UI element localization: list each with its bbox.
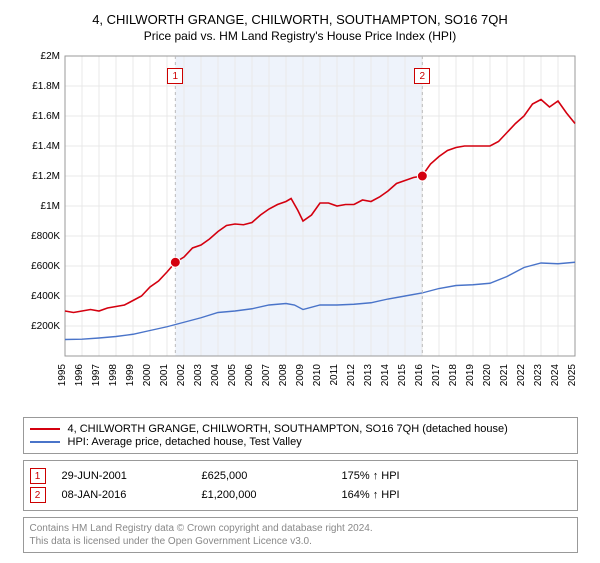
svg-text:2017: 2017 [431, 364, 442, 387]
svg-text:2000: 2000 [142, 364, 153, 387]
svg-text:2004: 2004 [210, 364, 221, 387]
legend-swatch [30, 428, 60, 430]
transaction-date: 29-JUN-2001 [62, 470, 202, 482]
legend-label: 4, CHILWORTH GRANGE, CHILWORTH, SOUTHAMP… [68, 423, 508, 435]
svg-text:2023: 2023 [533, 364, 544, 387]
marker-badge: 2 [30, 487, 46, 503]
svg-text:2021: 2021 [499, 364, 510, 387]
transaction-date: 08-JAN-2016 [62, 489, 202, 501]
svg-text:1998: 1998 [108, 364, 119, 387]
svg-text:£1.8M: £1.8M [32, 81, 60, 92]
svg-text:2014: 2014 [380, 364, 391, 387]
transaction-price: £625,000 [202, 470, 342, 482]
footer-line: This data is licensed under the Open Gov… [30, 535, 571, 548]
svg-text:£1M: £1M [41, 201, 60, 212]
svg-text:2006: 2006 [244, 364, 255, 387]
svg-text:2018: 2018 [448, 364, 459, 387]
svg-text:2013: 2013 [363, 364, 374, 387]
svg-text:2010: 2010 [312, 364, 323, 387]
svg-text:2025: 2025 [567, 364, 578, 387]
page-title: 4, CHILWORTH GRANGE, CHILWORTH, SOUTHAMP… [10, 12, 590, 27]
svg-text:£600K: £600K [31, 261, 60, 272]
svg-text:2024: 2024 [550, 364, 561, 387]
svg-text:2001: 2001 [159, 364, 170, 387]
svg-text:2011: 2011 [329, 364, 340, 386]
transaction-pct: 164% ↑ HPI [342, 489, 482, 501]
svg-text:2016: 2016 [414, 364, 425, 387]
svg-text:2022: 2022 [516, 364, 527, 387]
transactions: 1 29-JUN-2001£625,000175% ↑ HPI 2 08-JAN-20… [23, 460, 578, 511]
page-subtitle: Price paid vs. HM Land Registry's House … [10, 29, 590, 43]
footer-line: Contains HM Land Registry data © Crown c… [30, 522, 571, 535]
svg-text:2003: 2003 [193, 364, 204, 387]
legend: 4, CHILWORTH GRANGE, CHILWORTH, SOUTHAMP… [23, 417, 578, 454]
chart-marker-label: 1 [167, 68, 183, 84]
svg-text:1996: 1996 [74, 364, 85, 387]
svg-text:2015: 2015 [397, 364, 408, 387]
legend-row: HPI: Average price, detached house, Test… [30, 436, 571, 448]
chart-marker-label: 2 [414, 68, 430, 84]
svg-text:£1.4M: £1.4M [32, 141, 60, 152]
transaction-pct: 175% ↑ HPI [342, 470, 482, 482]
transaction-row: 2 08-JAN-2016£1,200,000164% ↑ HPI [30, 487, 571, 503]
svg-text:£1.2M: £1.2M [32, 171, 60, 182]
svg-text:£400K: £400K [31, 291, 60, 302]
svg-text:2008: 2008 [278, 364, 289, 387]
transaction-price: £1,200,000 [202, 489, 342, 501]
svg-text:2019: 2019 [465, 364, 476, 387]
svg-text:2009: 2009 [295, 364, 306, 387]
svg-text:£2M: £2M [41, 51, 60, 62]
svg-text:2002: 2002 [176, 364, 187, 387]
legend-row: 4, CHILWORTH GRANGE, CHILWORTH, SOUTHAMP… [30, 423, 571, 435]
svg-text:1999: 1999 [125, 364, 136, 387]
svg-text:1995: 1995 [57, 364, 68, 387]
svg-text:2007: 2007 [261, 364, 272, 387]
svg-text:1997: 1997 [91, 364, 102, 387]
svg-text:2012: 2012 [346, 364, 357, 387]
line-chart: £200K £400K £600K £800K £1M £1.2M £1.4M £1.6M £1… [20, 51, 580, 411]
transaction-row: 1 29-JUN-2001£625,000175% ↑ HPI [30, 468, 571, 484]
svg-text:£800K: £800K [31, 231, 60, 242]
svg-text:2005: 2005 [227, 364, 238, 387]
svg-text:£1.6M: £1.6M [32, 111, 60, 122]
legend-swatch [30, 441, 60, 443]
footer: Contains HM Land Registry data © Crown c… [23, 517, 578, 553]
chart-area: £200K £400K £600K £800K £1M £1.2M £1.4M £1.6M £1… [20, 51, 580, 411]
legend-label: HPI: Average price, detached house, Test… [68, 436, 302, 448]
marker-badge: 1 [30, 468, 46, 484]
svg-text:2020: 2020 [482, 364, 493, 387]
svg-text:£200K: £200K [31, 321, 60, 332]
